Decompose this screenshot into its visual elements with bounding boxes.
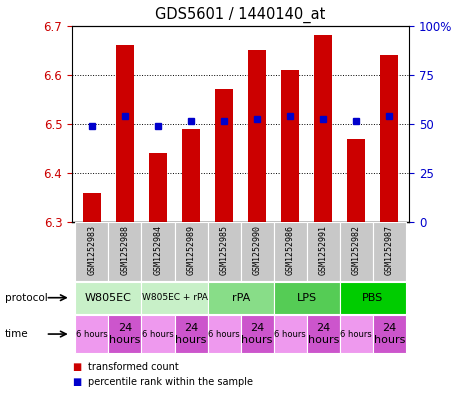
Text: 24
hours: 24 hours bbox=[374, 323, 405, 345]
Text: GSM1252987: GSM1252987 bbox=[385, 225, 394, 275]
Bar bbox=[340, 282, 406, 314]
Text: GSM1252989: GSM1252989 bbox=[186, 225, 196, 275]
Text: PBS: PBS bbox=[362, 293, 384, 303]
Bar bbox=[83, 193, 101, 222]
Text: GSM1252988: GSM1252988 bbox=[120, 225, 129, 275]
Bar bbox=[75, 315, 108, 353]
Text: GSM1252990: GSM1252990 bbox=[252, 225, 262, 275]
Bar bbox=[307, 315, 340, 353]
Text: ■: ■ bbox=[72, 377, 81, 387]
Bar bbox=[215, 89, 233, 222]
Bar bbox=[174, 315, 207, 353]
Bar bbox=[241, 315, 274, 353]
Text: GSM1252985: GSM1252985 bbox=[219, 225, 229, 275]
Text: 6 hours: 6 hours bbox=[76, 330, 108, 338]
Text: 6 hours: 6 hours bbox=[274, 330, 306, 338]
Bar bbox=[373, 222, 406, 281]
Text: W805EC: W805EC bbox=[85, 293, 132, 303]
Bar bbox=[274, 315, 307, 353]
Text: 6 hours: 6 hours bbox=[340, 330, 372, 338]
Text: GSM1252982: GSM1252982 bbox=[352, 225, 361, 275]
Text: protocol: protocol bbox=[5, 293, 47, 303]
Bar bbox=[75, 282, 141, 314]
Bar bbox=[108, 315, 141, 353]
Bar bbox=[307, 222, 340, 281]
Text: 24
hours: 24 hours bbox=[109, 323, 140, 345]
Text: 6 hours: 6 hours bbox=[142, 330, 174, 338]
Title: GDS5601 / 1440140_at: GDS5601 / 1440140_at bbox=[155, 7, 326, 23]
Bar bbox=[75, 222, 108, 281]
Bar bbox=[340, 315, 373, 353]
Bar bbox=[373, 315, 406, 353]
Text: LPS: LPS bbox=[297, 293, 317, 303]
Bar bbox=[241, 222, 274, 281]
Bar bbox=[207, 315, 241, 353]
Bar bbox=[141, 222, 174, 281]
Bar bbox=[207, 222, 241, 281]
Text: percentile rank within the sample: percentile rank within the sample bbox=[88, 377, 253, 387]
Bar bbox=[108, 222, 141, 281]
Text: 6 hours: 6 hours bbox=[208, 330, 240, 338]
Text: GSM1252983: GSM1252983 bbox=[87, 225, 96, 275]
Text: 24
hours: 24 hours bbox=[307, 323, 339, 345]
Bar bbox=[380, 55, 399, 222]
Bar bbox=[174, 222, 207, 281]
Text: time: time bbox=[5, 329, 28, 339]
Bar bbox=[340, 222, 373, 281]
Bar bbox=[141, 282, 207, 314]
Text: ■: ■ bbox=[72, 362, 81, 373]
Bar bbox=[116, 45, 134, 222]
Text: GSM1252984: GSM1252984 bbox=[153, 225, 162, 275]
Bar bbox=[141, 315, 174, 353]
Text: rPA: rPA bbox=[232, 293, 250, 303]
Bar bbox=[207, 282, 274, 314]
Bar bbox=[314, 35, 332, 222]
Bar bbox=[274, 282, 340, 314]
Bar bbox=[149, 153, 167, 222]
Text: GSM1252986: GSM1252986 bbox=[286, 225, 295, 275]
Text: GSM1252991: GSM1252991 bbox=[319, 225, 328, 275]
Bar bbox=[347, 139, 365, 222]
Bar bbox=[182, 129, 200, 222]
Text: W805EC + rPA: W805EC + rPA bbox=[142, 293, 207, 302]
Bar bbox=[281, 70, 299, 222]
Text: transformed count: transformed count bbox=[88, 362, 179, 373]
Text: 24
hours: 24 hours bbox=[175, 323, 207, 345]
Bar bbox=[274, 222, 307, 281]
Bar bbox=[248, 50, 266, 222]
Text: 24
hours: 24 hours bbox=[241, 323, 273, 345]
